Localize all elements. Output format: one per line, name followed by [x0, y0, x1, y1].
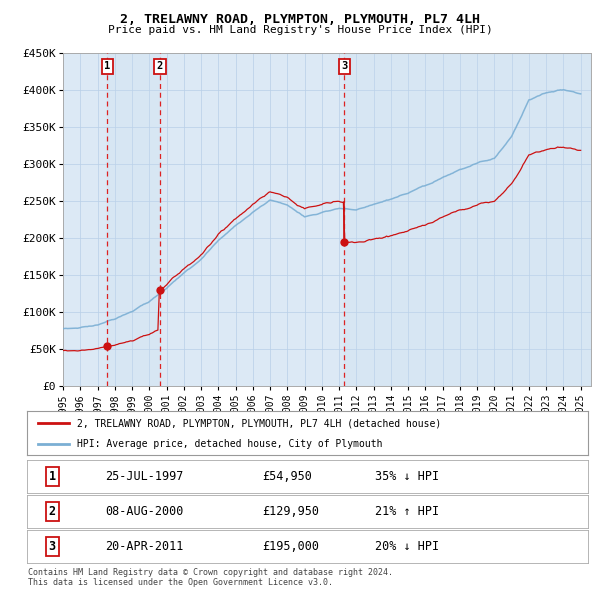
Text: £54,950: £54,950	[263, 470, 313, 483]
Text: 3: 3	[341, 61, 347, 71]
Text: 08-AUG-2000: 08-AUG-2000	[106, 505, 184, 518]
Text: 20-APR-2011: 20-APR-2011	[106, 540, 184, 553]
Text: 2, TRELAWNY ROAD, PLYMPTON, PLYMOUTH, PL7 4LH: 2, TRELAWNY ROAD, PLYMPTON, PLYMOUTH, PL…	[120, 13, 480, 26]
Text: 3: 3	[49, 540, 56, 553]
Text: 20% ↓ HPI: 20% ↓ HPI	[375, 540, 439, 553]
Text: 25-JUL-1997: 25-JUL-1997	[106, 470, 184, 483]
Text: 35% ↓ HPI: 35% ↓ HPI	[375, 470, 439, 483]
Text: 2, TRELAWNY ROAD, PLYMPTON, PLYMOUTH, PL7 4LH (detached house): 2, TRELAWNY ROAD, PLYMPTON, PLYMOUTH, PL…	[77, 418, 442, 428]
Text: 2: 2	[157, 61, 163, 71]
Text: 1: 1	[104, 61, 110, 71]
Bar	[107, 53, 160, 386]
Text: HPI: Average price, detached house, City of Plymouth: HPI: Average price, detached house, City…	[77, 438, 383, 448]
Text: 2: 2	[49, 505, 56, 518]
Text: 21% ↑ HPI: 21% ↑ HPI	[375, 505, 439, 518]
Text: £129,950: £129,950	[263, 505, 320, 518]
Bar	[344, 53, 591, 386]
Text: Price paid vs. HM Land Registry's House Price Index (HPI): Price paid vs. HM Land Registry's House …	[107, 25, 493, 35]
Text: 1: 1	[49, 470, 56, 483]
Text: £195,000: £195,000	[263, 540, 320, 553]
Text: Contains HM Land Registry data © Crown copyright and database right 2024.
This d: Contains HM Land Registry data © Crown c…	[28, 568, 393, 587]
